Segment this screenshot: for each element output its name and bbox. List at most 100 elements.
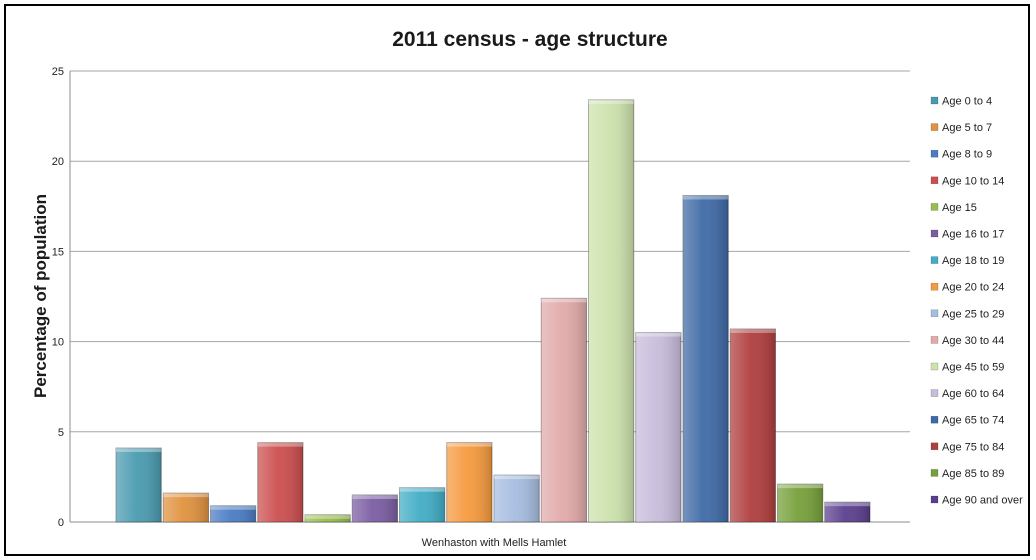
legend-label: Age 60 to 64 (942, 388, 1004, 400)
bar-shade (446, 442, 492, 522)
legend-label: Age 45 to 59 (942, 362, 1004, 374)
bar-cap (635, 332, 681, 337)
y-axis-label: Percentage of population (31, 194, 50, 398)
bar-cap (352, 494, 398, 499)
legend-item: Age 90 and over (930, 495, 1023, 507)
bar-cap (541, 298, 587, 303)
legend-label: Age 85 to 89 (942, 468, 1004, 480)
legend-swatch (930, 256, 939, 264)
bar (729, 328, 776, 523)
bar-shade (494, 475, 540, 522)
legend-swatch (930, 176, 939, 185)
bar (824, 501, 871, 523)
legend-item: Age 45 to 59 (930, 362, 1004, 374)
legend-swatch (930, 282, 939, 291)
legend-label: Age 90 and over (942, 495, 1023, 507)
bar (210, 505, 257, 523)
legend-label: Age 30 to 44 (942, 335, 1004, 347)
chart-frame (4, 4, 1030, 556)
legend-swatch (930, 123, 939, 131)
bar (115, 447, 162, 523)
bar-shade (210, 505, 256, 522)
bars (115, 99, 871, 523)
bar-cap (588, 99, 634, 104)
y-tick-label: 5 (58, 427, 64, 439)
legend-item: Age 85 to 89 (930, 468, 1004, 480)
bar-cap (399, 487, 445, 492)
bar (682, 194, 729, 523)
legend-label: Age 75 to 84 (942, 441, 1004, 453)
bar-cap (163, 493, 209, 498)
legend-swatch (930, 336, 939, 344)
y-tick-label: 15 (52, 246, 64, 258)
legend-label: Age 65 to 74 (942, 415, 1004, 427)
legend-swatch (930, 149, 939, 158)
bar (540, 297, 587, 523)
legend-swatch (930, 469, 939, 477)
bar (493, 474, 540, 523)
y-tick-label: 20 (52, 156, 64, 168)
bar (588, 99, 635, 523)
bar (304, 514, 351, 523)
bar-cap (210, 505, 256, 510)
legend-item: Age 65 to 74 (930, 415, 1004, 427)
legend-swatch (930, 229, 939, 238)
bar (399, 487, 446, 523)
bar-cap (257, 442, 303, 447)
bar-cap (494, 475, 540, 480)
legend-label: Age 15 (942, 202, 977, 214)
bar-shade (352, 494, 398, 522)
bar-shade (730, 328, 776, 522)
legend-swatch (930, 442, 939, 451)
legend-label: Age 16 to 17 (942, 229, 1004, 241)
bar (351, 494, 398, 523)
bar-shade (635, 332, 681, 522)
legend-label: Age 5 to 7 (942, 122, 992, 134)
legend-swatch (930, 415, 939, 424)
y-tick-label: 25 (52, 66, 64, 78)
legend-swatch (930, 96, 939, 105)
legend-item: Age 18 to 19 (930, 255, 1004, 267)
legend-item: Age 16 to 17 (930, 229, 1004, 241)
bar-shade (824, 502, 870, 522)
legend-item: Age 60 to 64 (930, 388, 1004, 400)
legend-swatch (930, 309, 939, 318)
legend: Age 0 to 4 Age 5 to 7 Age 8 to 9 Age 10 to … (930, 96, 1023, 507)
bar-shade (257, 442, 303, 522)
bar-shade (588, 99, 634, 522)
bar (635, 332, 682, 523)
x-tick-label: Wenhaston with Mells Hamlet (422, 537, 567, 549)
bar-cap (446, 442, 492, 447)
legend-item: Age 30 to 44 (930, 335, 1004, 347)
bar-cap (116, 448, 162, 453)
bar (446, 442, 493, 523)
legend-item: Age 15 (930, 202, 977, 214)
bar-shade (116, 448, 162, 522)
legend-label: Age 18 to 19 (942, 255, 1004, 267)
legend-item: Age 20 to 24 (930, 282, 1004, 294)
bar-cap (305, 514, 351, 519)
bar-shade (541, 298, 587, 522)
legend-item: Age 0 to 4 (930, 96, 992, 108)
bar-shade (163, 493, 209, 522)
x-tick-labels: Wenhaston with Mells Hamlet (422, 537, 567, 549)
legend-item: Age 8 to 9 (930, 149, 992, 161)
bar-cap (777, 484, 823, 489)
legend-label: Age 8 to 9 (942, 149, 992, 161)
bar-shade (399, 487, 445, 522)
bar-cap (730, 328, 776, 333)
legend-swatch (930, 362, 939, 371)
bar (162, 492, 209, 523)
bar (257, 442, 304, 523)
legend-label: Age 0 to 4 (942, 96, 992, 108)
y-tick-label: 0 (58, 517, 64, 529)
chart-title: 2011 census - age structure (392, 28, 667, 51)
legend-label: Age 25 to 29 (942, 308, 1004, 320)
legend-swatch (930, 203, 939, 211)
bar-shade (777, 484, 823, 522)
legend-label: Age 20 to 24 (942, 282, 1004, 294)
legend-item: Age 25 to 29 (930, 308, 1004, 320)
bar-shade (683, 195, 729, 522)
legend-item: Age 75 to 84 (930, 441, 1004, 453)
